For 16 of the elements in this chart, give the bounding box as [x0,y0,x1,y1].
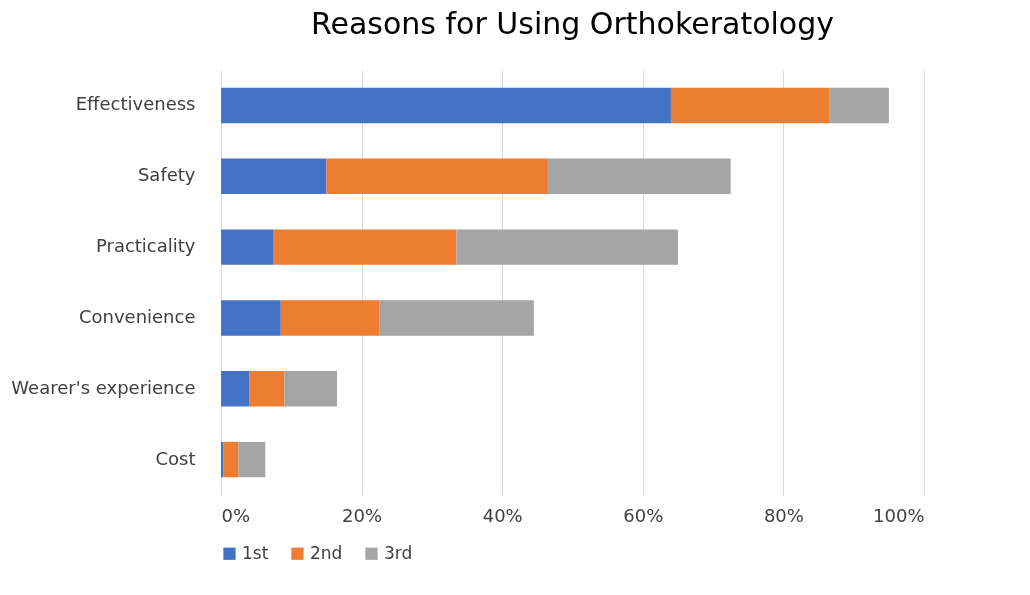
x-tick-label: 40% [482,504,523,526]
x-tick-label: 0% [221,504,251,526]
legend-label: 2nd [310,542,343,563]
legend-label: 3rd [384,542,413,563]
legend-label: 1st [242,542,269,563]
x-tick-label: 80% [763,504,804,526]
y-tick-label: Cost [155,447,196,469]
x-tick-label: 60% [623,504,664,526]
y-tick-label: Practicality [95,235,196,257]
x-tick-label: 100% [873,504,925,526]
y-tick-label: Convenience [78,305,196,327]
y-tick-label: Effectiveness [75,93,196,115]
y-tick-label: Wearer's experience [11,376,196,398]
y-tick-label: Safety [137,164,196,186]
x-tick-label: 20% [342,504,383,526]
chart-title: Reasons for Using Orthokeratology [311,6,834,41]
